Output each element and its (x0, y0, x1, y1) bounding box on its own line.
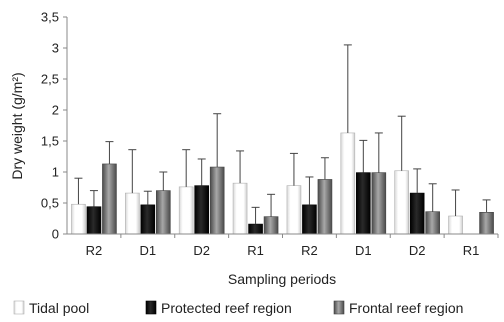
bar (125, 192, 140, 235)
bar (178, 186, 194, 235)
y-tick-label: 2 (52, 103, 59, 118)
bar (248, 223, 263, 235)
legend-label: Tidal pool (29, 300, 89, 316)
y-axis-ticks: 0 0,5 1 1,5 2 2,5 3 3,5 (41, 10, 67, 242)
bar (479, 212, 494, 235)
legend-swatch (333, 300, 345, 315)
y-tick-label: 1,5 (41, 134, 59, 149)
y-tick-label: 0,5 (41, 196, 59, 211)
bar (409, 192, 425, 235)
bar (340, 132, 356, 235)
bar (156, 190, 171, 235)
y-tick-label: 0 (52, 227, 59, 242)
x-tick-label: D2 (193, 243, 210, 258)
legend-swatch (145, 300, 157, 315)
x-tick-label: D1 (140, 243, 157, 258)
bar (86, 206, 102, 235)
x-tick-label: R1 (247, 243, 264, 258)
bar (209, 166, 225, 235)
x-axis-ticks: R2 D1 D2 R1 R2 D1 D2 R1 (86, 234, 499, 258)
legend: Tidal pool Protected reef region Frontal r… (13, 300, 463, 316)
bars (71, 44, 494, 235)
x-axis-title: Sampling periods (228, 271, 336, 287)
y-axis-title: Dry weight (g/m²) (9, 72, 25, 179)
bar (102, 163, 117, 235)
bar (394, 170, 409, 235)
bar (286, 185, 302, 235)
bar (371, 172, 387, 235)
x-tick-label: R2 (301, 243, 318, 258)
bar (232, 182, 248, 235)
x-tick-label: R1 (463, 243, 480, 258)
legend-label: Protected reef region (161, 300, 292, 316)
x-tick-label: D2 (409, 243, 426, 258)
legend-label: Frontal reef region (349, 300, 463, 316)
bar (317, 179, 333, 235)
bar (302, 204, 317, 235)
x-tick-label: D1 (355, 243, 372, 258)
x-tick-label: R2 (86, 243, 103, 258)
bar (425, 211, 440, 235)
y-tick-label: 2,5 (41, 72, 59, 87)
bar (356, 172, 371, 235)
y-tick-label: 3 (52, 41, 59, 56)
bar (448, 215, 463, 235)
bar (71, 203, 86, 235)
bar (140, 204, 156, 235)
legend-swatch (13, 300, 25, 315)
bar (263, 216, 279, 235)
y-tick-label: 1 (52, 165, 59, 180)
bar (194, 185, 209, 235)
y-tick-label: 3,5 (41, 10, 59, 25)
